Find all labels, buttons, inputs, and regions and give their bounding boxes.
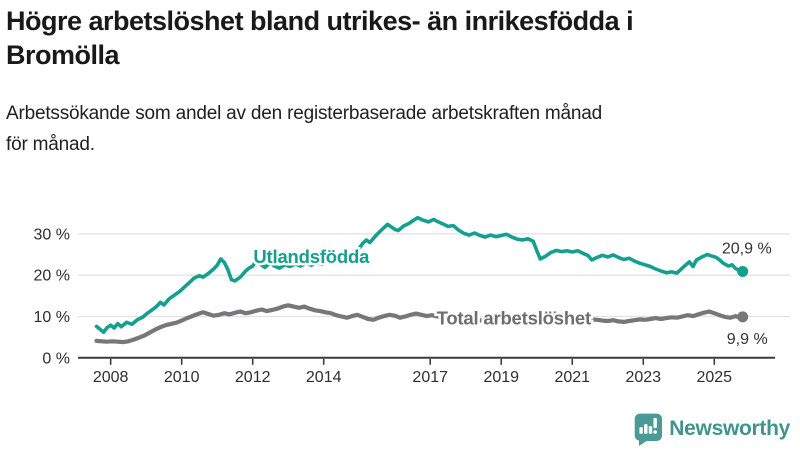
x-tick-label: 2017 bbox=[412, 369, 448, 386]
line-chart: 0 % 10 % 20 % 30 % 2008 2010 2012 2014 2017 2019 2… bbox=[0, 195, 800, 395]
series-line-total bbox=[94, 303, 745, 345]
x-tick-label: 2023 bbox=[625, 369, 661, 386]
newsworthy-bubble-icon bbox=[635, 413, 663, 447]
x-tick-label: 2010 bbox=[164, 369, 200, 386]
series-end-dot bbox=[737, 311, 749, 323]
subtitle-line-1: Arbetssökande som andel av den registerb… bbox=[6, 103, 603, 124]
series-label: Utlandsfödda bbox=[253, 246, 370, 267]
newsworthy-logo[interactable]: Newsworthy bbox=[633, 411, 790, 447]
y-tick-label: 30 % bbox=[34, 226, 70, 243]
y-tick-label: 10 % bbox=[34, 309, 70, 326]
series-value-label: 9,9 % bbox=[727, 331, 768, 348]
chart-canvas: 0 % 10 % 20 % 30 % 2008 2010 2012 2014 2017 2019 2… bbox=[34, 215, 790, 386]
chart-subtitle: Arbetssökande som andel av den registerb… bbox=[6, 98, 786, 160]
page-title: Högre arbetslöshet bland utrikes- än inr… bbox=[6, 4, 706, 72]
x-tick-label: 2008 bbox=[93, 369, 129, 386]
y-tick-label: 20 % bbox=[34, 268, 70, 285]
subtitle-line-2: för månad. bbox=[6, 134, 95, 155]
x-tick-label: 2021 bbox=[554, 369, 590, 386]
x-tick-label: 2012 bbox=[235, 369, 271, 386]
x-tick-label: 2019 bbox=[483, 369, 519, 386]
series-label: Total arbetslöshet bbox=[437, 308, 591, 329]
series-value-label: 20,9 % bbox=[722, 240, 772, 257]
x-tick-label: 2014 bbox=[306, 369, 342, 386]
x-tick-label: 2025 bbox=[696, 369, 732, 386]
series-end-dot bbox=[737, 265, 749, 277]
y-tick-label: 0 % bbox=[42, 350, 70, 367]
title-line-2: Bromölla bbox=[6, 40, 120, 70]
title-line-1: Högre arbetslöshet bland utrikes- än inr… bbox=[6, 6, 634, 36]
series-line-utlandsfodda bbox=[94, 215, 745, 334]
brand-wordmark: Newsworthy bbox=[669, 417, 790, 440]
